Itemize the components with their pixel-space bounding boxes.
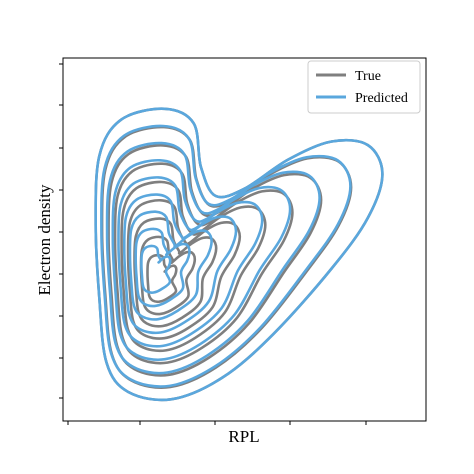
predicted-contour-level xyxy=(134,227,191,308)
x-axis-label: RPL xyxy=(228,427,259,446)
true-contour-level xyxy=(113,162,294,365)
true-contour-level xyxy=(146,253,178,304)
y-ticks xyxy=(59,63,63,399)
legend-label-true: True xyxy=(355,69,381,84)
legend: True Predicted xyxy=(307,60,421,114)
predicted-contours xyxy=(94,107,384,402)
y-axis-label: Electron density xyxy=(35,184,54,295)
predicted-contour-level xyxy=(94,107,384,402)
predicted-contour-level xyxy=(140,244,172,294)
legend-label-predicted: Predicted xyxy=(355,91,408,106)
plot-frame xyxy=(62,57,427,422)
x-ticks xyxy=(67,421,367,425)
true-contour-level xyxy=(120,180,267,353)
true-contour-level xyxy=(126,198,242,340)
